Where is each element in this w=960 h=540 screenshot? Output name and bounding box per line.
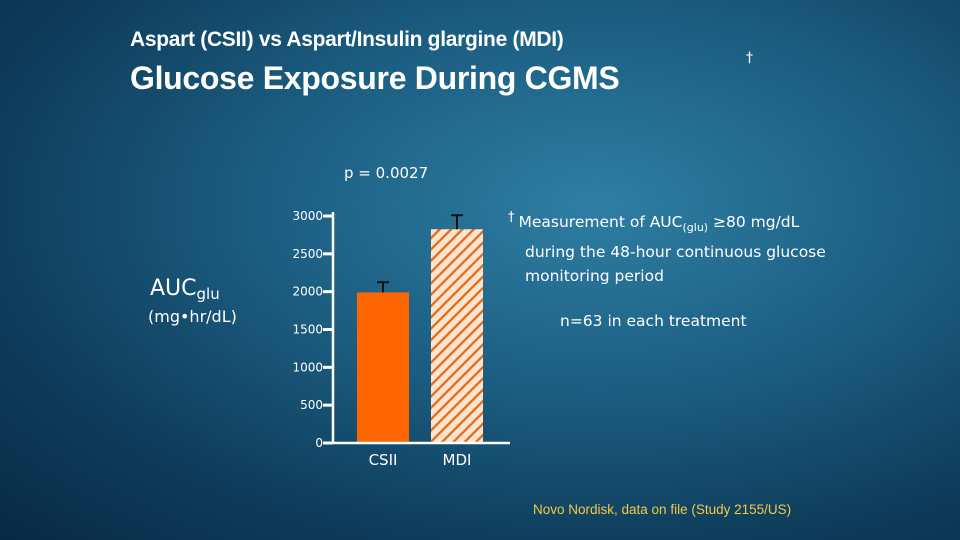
y-tick-label: 2000 (292, 285, 323, 299)
footnote-dagger: † (508, 210, 515, 225)
bar-csii (357, 292, 409, 443)
footnote-text-start: Measurement of AUC (518, 213, 683, 231)
y-axis-label-main: AUC (150, 276, 197, 301)
y-tick-label: 1000 (292, 360, 323, 374)
y-axis-unit: (mg•hr/dL) (148, 307, 237, 326)
y-tick-label: 2500 (292, 247, 323, 261)
y-axis-label: AUCglu (mg•hr/dL) (148, 276, 237, 326)
p-value-annotation: p = 0.0027 (344, 164, 429, 182)
y-tick-label: 0 (315, 436, 323, 450)
footnote: † Measurement of AUC(glu) ≥80 mg/dL durin… (508, 206, 858, 288)
sample-size-label: n=63 in each treatment (560, 312, 747, 330)
chart-title: Aspart (CSII) vs Aspart/Insulin glargine… (130, 28, 564, 51)
bar-mdi (431, 229, 483, 443)
source-citation: Novo Nordisk, data on file (Study 2155/U… (533, 502, 792, 517)
footnote-text-rest: during the 48-hour continuous glucose mo… (525, 243, 826, 285)
x-category-label: MDI (443, 451, 472, 469)
x-category-label: CSII (369, 451, 398, 469)
footnote-threshold: ≥80 mg/dL (708, 213, 800, 231)
y-tick-label: 1500 (292, 323, 323, 337)
chart-subtitle: Glucose Exposure During CGMS (130, 60, 620, 96)
title-dagger-mark: † (746, 50, 753, 66)
y-tick-label: 3000 (292, 209, 323, 223)
y-axis-label-subscript: glu (196, 285, 220, 303)
y-tick-label: 500 (300, 398, 323, 412)
footnote-subscript: (glu) (682, 221, 709, 234)
